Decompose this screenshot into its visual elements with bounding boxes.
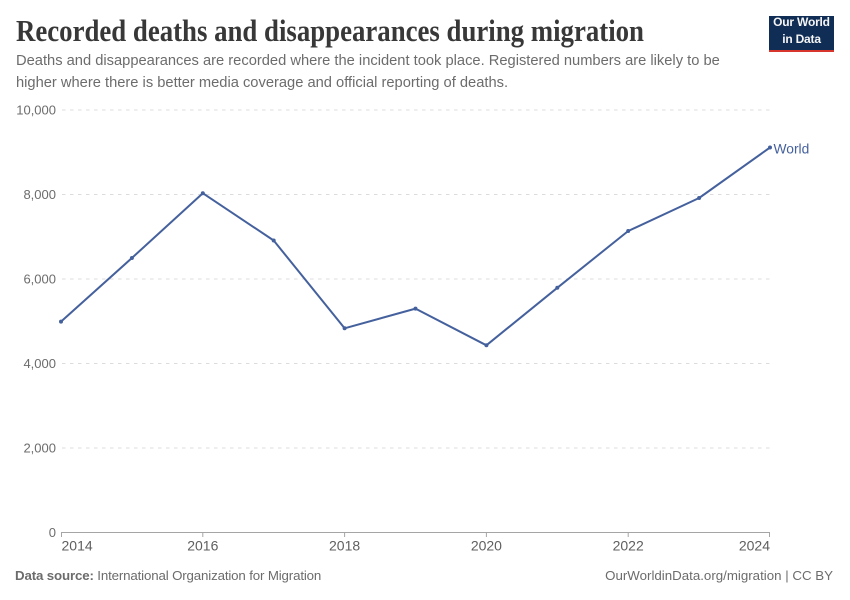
svg-text:2014: 2014 [62, 538, 93, 554]
svg-text:8,000: 8,000 [23, 187, 56, 202]
svg-text:2018: 2018 [329, 538, 360, 554]
svg-text:2020: 2020 [471, 538, 502, 554]
svg-text:10,000: 10,000 [16, 103, 56, 118]
svg-text:2022: 2022 [613, 538, 644, 554]
svg-text:2024: 2024 [739, 538, 770, 554]
svg-text:2,000: 2,000 [23, 441, 56, 456]
svg-text:6,000: 6,000 [23, 272, 56, 287]
svg-text:World: World [774, 141, 810, 156]
svg-text:0: 0 [49, 525, 56, 540]
svg-text:4,000: 4,000 [23, 356, 56, 371]
svg-text:2016: 2016 [187, 538, 218, 554]
